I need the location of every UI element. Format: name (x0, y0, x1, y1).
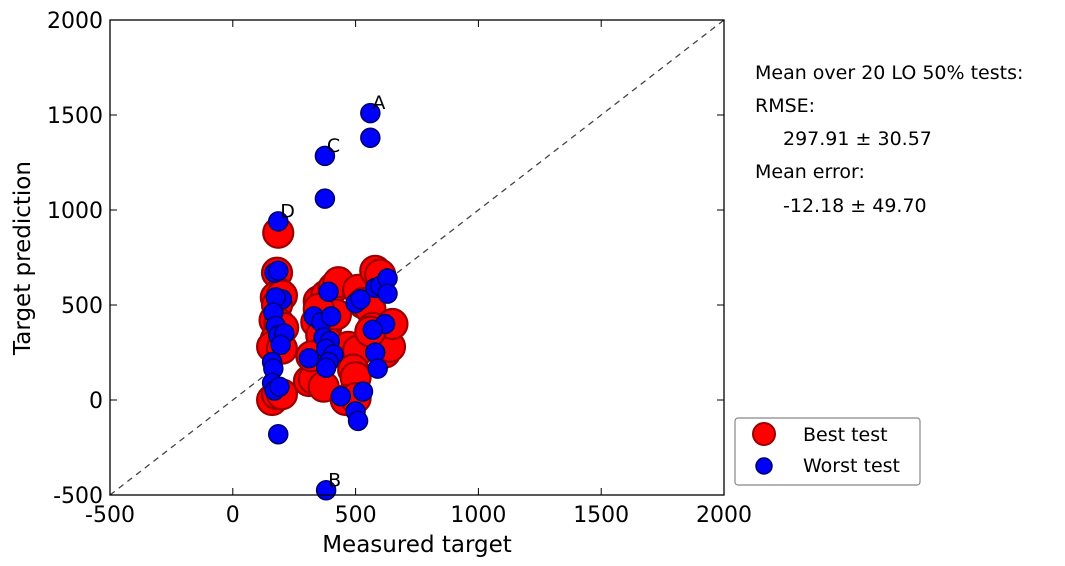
worst-test-point (267, 423, 289, 445)
worst-test-point (270, 334, 291, 356)
worst-test-point (267, 211, 289, 232)
y-tick-label: 2000 (47, 9, 103, 34)
legend: Best test Worst test (734, 417, 921, 486)
y-tick-label: 1500 (47, 104, 103, 129)
worst-test-point (269, 376, 290, 397)
worst-test-point (330, 385, 352, 407)
x-axis-title: Measured target (322, 532, 512, 558)
x-tick-label: 2000 (696, 503, 752, 528)
annotation-label-b: B (328, 469, 341, 491)
mean-error-label: Mean error: (755, 161, 865, 183)
worst-test-point (362, 319, 384, 340)
plot-area: A B C D (109, 19, 725, 501)
y-tick-label: 1000 (47, 199, 103, 224)
x-tick-label: 1000 (450, 503, 506, 528)
y-tick-label: -500 (53, 484, 103, 509)
mean-error-value: -12.18 ± 49.70 (783, 195, 927, 217)
axes: -500 0 500 1000 1500 2000 -500 0 500 1000 1500 2000 (47, 9, 752, 528)
stats-box: Mean over 20 LO 50% tests: RMSE: 297.91 … (755, 62, 1023, 217)
stats-header: Mean over 20 LO 50% tests: (755, 62, 1023, 84)
worst-test-point (318, 281, 339, 302)
y-tick-label: 500 (61, 294, 103, 319)
worst-test-point (315, 357, 337, 378)
rmse-value: 297.91 ± 30.57 (783, 128, 932, 150)
legend-worst-label: Worst test (803, 455, 900, 477)
x-tick-label: 500 (335, 503, 377, 528)
legend-best-marker (752, 422, 776, 446)
y-tick-label: 0 (89, 389, 103, 414)
worst-test-point (377, 283, 398, 304)
worst-test-point (314, 145, 336, 167)
worst-test-point (347, 410, 369, 432)
worst-test-point (314, 188, 336, 209)
plot-frame (109, 19, 725, 496)
worst-test-point (360, 102, 381, 124)
annotation-label-c: C (327, 135, 340, 157)
annotation-label-d: D (280, 200, 295, 222)
worst-test-point (367, 358, 388, 379)
identity-line (109, 19, 725, 496)
worst-test-point (298, 347, 320, 369)
worst-test-point (360, 127, 381, 149)
rmse-label: RMSE: (755, 95, 815, 117)
legend-worst-marker (755, 457, 773, 475)
worst-test-point (350, 289, 371, 310)
y-axis-title: Target prediction (10, 161, 36, 356)
x-tick-label: 0 (226, 503, 240, 528)
legend-best-label: Best test (803, 424, 888, 446)
worst-test-point (320, 306, 342, 327)
worst-test-point (267, 260, 289, 282)
annotation-label-a: A (372, 92, 385, 114)
worst-test-point (352, 381, 374, 402)
legend-frame (734, 417, 921, 486)
x-tick-label: -500 (85, 503, 135, 528)
x-tick-label: 1500 (573, 503, 629, 528)
